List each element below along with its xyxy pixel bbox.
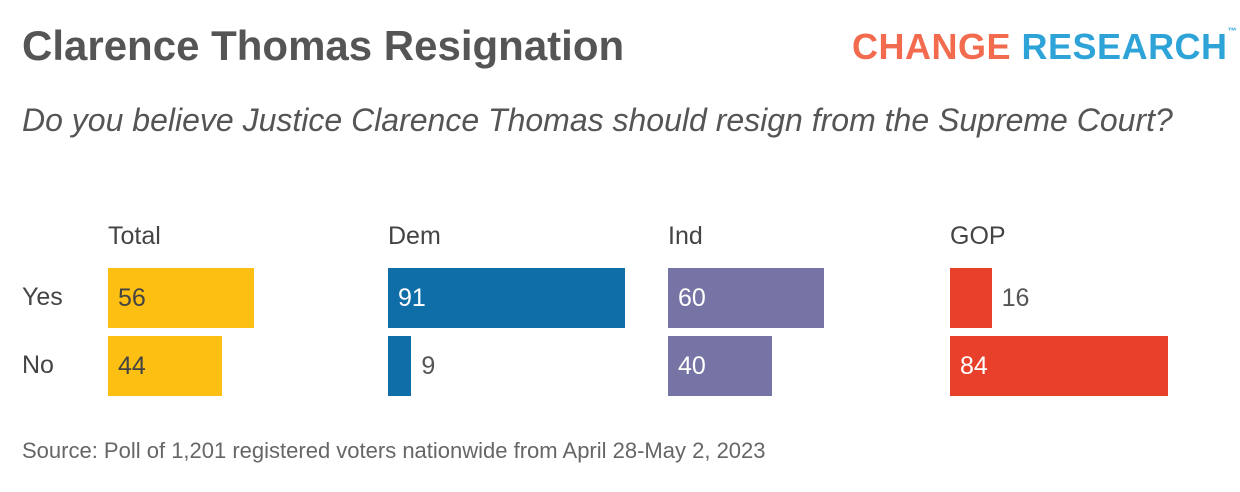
bar-total-yes [108, 268, 254, 328]
bar-gop-yes [950, 268, 992, 328]
data-label-ind-no: 40 [678, 352, 706, 380]
row-label-no: No [22, 351, 54, 379]
data-label-ind-yes: 60 [678, 284, 706, 312]
bar-ind-yes [668, 268, 824, 328]
change-research-logo: CHANGE RESEARCH™ [852, 26, 1238, 67]
data-label-gop-no: 84 [960, 352, 988, 380]
data-label-dem-no: 9 [421, 352, 436, 380]
data-label-dem-yes: 91 [398, 284, 426, 312]
panel-header-dem: Dem [388, 222, 441, 250]
row-label-yes: Yes [22, 283, 63, 311]
bar-gop-no [950, 336, 1169, 396]
data-label-total-yes: 56 [118, 284, 146, 312]
panel-header-gop: GOP [950, 222, 1006, 250]
bar-dem-yes [388, 268, 625, 328]
bar-total-no [108, 336, 223, 396]
panel-header-ind: Ind [668, 222, 703, 250]
source-note: Source: Poll of 1,201 registered voters … [22, 438, 766, 463]
panel-header-total: Total [108, 222, 161, 250]
data-label-gop-yes: 16 [1001, 284, 1030, 312]
data-label-total-no: 44 [118, 352, 146, 380]
bar-dem-no [388, 336, 412, 396]
bar-ind-no [668, 336, 772, 396]
chart-title: Clarence Thomas Resignation [22, 22, 625, 69]
chart-subtitle: Do you believe Justice Clarence Thomas s… [22, 102, 1173, 138]
